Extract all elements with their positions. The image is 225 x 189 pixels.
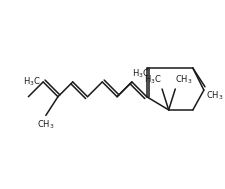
Text: CH$_3$: CH$_3$ <box>206 89 224 102</box>
Text: H$_3$C: H$_3$C <box>23 76 41 88</box>
Text: H$_3$C: H$_3$C <box>144 73 162 86</box>
Text: CH$_3$: CH$_3$ <box>175 73 193 86</box>
Text: H$_3$C: H$_3$C <box>133 67 150 80</box>
Text: CH$_3$: CH$_3$ <box>37 118 55 131</box>
